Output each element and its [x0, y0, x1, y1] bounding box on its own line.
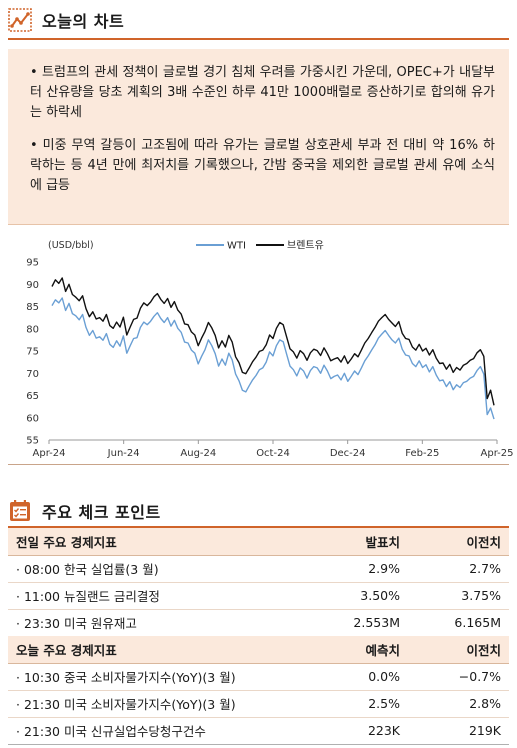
table-row: · 21:30 미국 소비자물가지수(YoY)(3 월) 2.5% 2.8% — [8, 690, 509, 718]
y-axis-label: (USD/bbl) — [48, 240, 94, 251]
previous-value: 2.8% — [408, 690, 509, 718]
column-header: 이전치 — [408, 636, 509, 664]
table-row: · 21:30 미국 신규실업수당청구건수 223K 219K — [8, 717, 509, 745]
series-line-brent — [51, 277, 495, 406]
x-tick-label: Dec-24 — [330, 448, 366, 459]
previous-value: 2.7% — [408, 555, 509, 583]
x-tick-label: Feb-25 — [405, 448, 439, 459]
section-divider — [8, 38, 509, 40]
section-divider — [8, 526, 509, 528]
table-row: · 23:30 미국 원유재고 2.553M 6.165M — [8, 609, 509, 637]
x-tick-label: Apr-24 — [33, 448, 66, 459]
indicator-name: · 11:00 뉴질랜드 금리결정 — [8, 582, 308, 610]
forecast-value: 223K — [308, 717, 408, 745]
previous-value: 219K — [408, 717, 509, 745]
indicator-name: · 21:30 미국 신규실업수당청구건수 — [8, 717, 308, 745]
y-tick-label: 75 — [26, 347, 39, 358]
y-tick-label: 90 — [26, 280, 39, 291]
table-header-row: 전일 주요 경제지표 발표치 이전치 — [8, 528, 509, 556]
previous-value: −0.7% — [408, 663, 509, 691]
y-tick-label: 80 — [26, 324, 39, 335]
x-tick-label: Jun-24 — [107, 448, 140, 459]
checklist-icon — [10, 500, 30, 521]
y-tick-label: 60 — [26, 413, 39, 424]
summary-bullet: • 트럼프의 관세 정책이 글로벌 경기 침체 우려를 가중시킨 가운데, OP… — [30, 65, 495, 120]
chart-section-header: 오늘의 차트 — [8, 8, 124, 32]
previous-value: 3.75% — [408, 582, 509, 610]
indicator-name: · 10:30 중국 소비자물가지수(YoY)(3 월) — [8, 663, 308, 691]
summary-box: • 트럼프의 관세 정책이 글로벌 경기 침체 우려를 가중시킨 가운데, OP… — [8, 49, 509, 225]
forecast-value: 2.5% — [308, 690, 408, 718]
summary-bullet: • 미중 무역 갈등이 고조됨에 따라 유가는 글로벌 상호관세 부과 전 대비… — [30, 138, 495, 193]
y-tick-label: 95 — [26, 258, 39, 269]
today-indicators-table: 오늘 주요 경제지표 예측치 이전치 · 10:30 중국 소비자물가지수(Yo… — [8, 636, 509, 745]
indicator-name: · 21:30 미국 소비자물가지수(YoY)(3 월) — [8, 690, 308, 718]
table-row: · 10:30 중국 소비자물가지수(YoY)(3 월) 0.0% −0.7% — [8, 663, 509, 691]
table-row: · 11:00 뉴질랜드 금리결정 3.50% 3.75% — [8, 582, 509, 610]
x-tick-label: Apr-25 — [481, 448, 514, 459]
indicator-name: · 08:00 한국 실업률(3 월) — [8, 555, 308, 583]
forecast-value: 0.0% — [308, 663, 408, 691]
y-tick-label: 85 — [26, 302, 39, 313]
line-chart-icon — [8, 8, 32, 32]
prev-day-indicators-table: 전일 주요 경제지표 발표치 이전치 · 08:00 한국 실업률(3 월) 2… — [8, 528, 509, 637]
released-value: 3.50% — [308, 582, 408, 610]
released-value: 2.553M — [308, 609, 408, 637]
y-tick-label: 65 — [26, 391, 39, 402]
indicator-name: · 23:30 미국 원유재고 — [8, 609, 308, 637]
released-value: 2.9% — [308, 555, 408, 583]
y-tick-label: 70 — [26, 369, 39, 380]
chart-divider — [8, 464, 509, 465]
column-header: 발표치 — [308, 528, 408, 556]
check-section-title: 주요 체크 포인트 — [42, 503, 161, 522]
chart-section-title: 오늘의 차트 — [42, 12, 125, 31]
x-tick-label: Oct-24 — [256, 448, 290, 459]
column-header: 오늘 주요 경제지표 — [8, 636, 308, 664]
column-header: 전일 주요 경제지표 — [8, 528, 308, 556]
check-section-header: 주요 체크 포인트 — [8, 499, 161, 523]
x-tick-label: Aug-24 — [180, 448, 216, 459]
legend-label: WTI — [227, 241, 246, 252]
y-tick-label: 55 — [26, 436, 39, 447]
table-row: · 08:00 한국 실업률(3 월) 2.9% 2.7% — [8, 555, 509, 583]
legend-label: 브렌트유 — [287, 240, 324, 252]
column-header: 이전치 — [408, 528, 509, 556]
table-header-row: 오늘 주요 경제지표 예측치 이전치 — [8, 636, 509, 664]
oil-price-chart: (USD/bbl) 95 90 85 80 75 70 65 60 55 Apr-24 Jun-24 A… — [0, 232, 517, 464]
column-header: 예측치 — [308, 636, 408, 664]
previous-value: 6.165M — [408, 609, 509, 637]
series-line-wti — [51, 297, 495, 420]
